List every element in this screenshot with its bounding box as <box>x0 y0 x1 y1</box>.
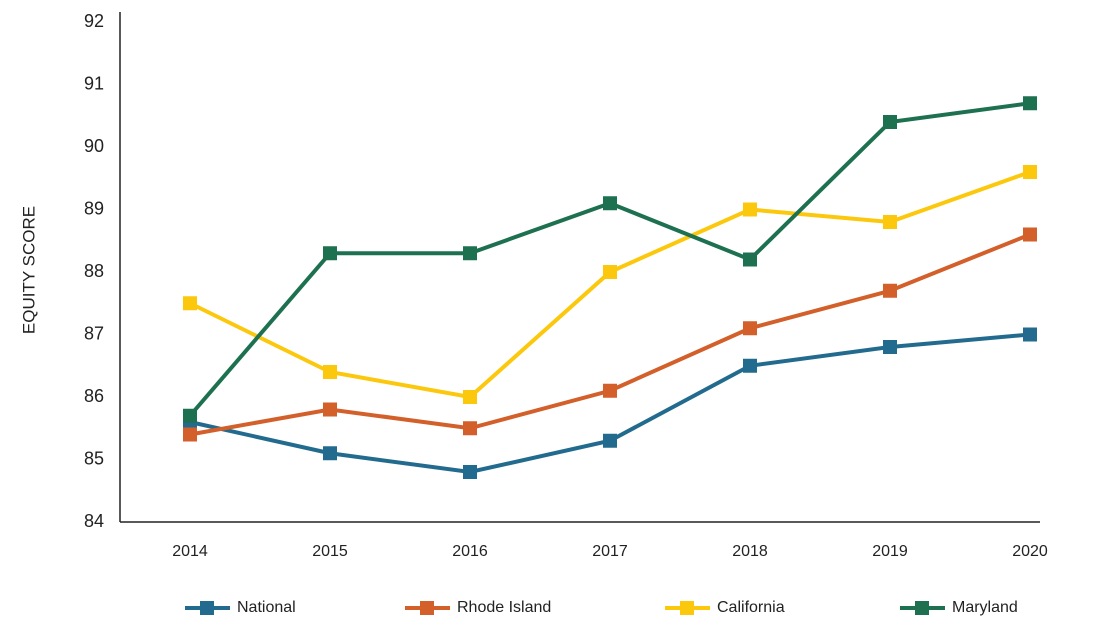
point-marker <box>603 383 617 398</box>
point-marker <box>883 115 897 129</box>
y-axis-label: EQUITY SCORE <box>19 206 38 334</box>
point-marker <box>323 246 337 261</box>
x-tick-label: 2017 <box>592 543 628 560</box>
point-marker <box>323 402 337 417</box>
y-tick-label: 91 <box>84 73 104 93</box>
y-tick-label: 92 <box>84 11 104 31</box>
point-marker <box>743 358 757 373</box>
series-line <box>189 232 1031 437</box>
point-marker <box>743 202 757 217</box>
y-tick-label: 86 <box>84 386 104 406</box>
x-tick-label: 2018 <box>732 543 768 560</box>
point-marker <box>743 321 757 336</box>
point-marker <box>463 390 477 404</box>
point-marker <box>1023 165 1037 179</box>
point-marker <box>1023 327 1037 342</box>
y-tick-label: 85 <box>84 448 104 468</box>
point-marker <box>463 421 477 436</box>
y-tick-label: 87 <box>84 323 104 343</box>
point-marker <box>183 427 197 442</box>
legend-label: California <box>717 599 785 616</box>
legend-marker <box>420 601 434 615</box>
y-tick-label: 84 <box>84 511 104 531</box>
point-marker <box>1023 227 1037 242</box>
series-line <box>188 101 1031 418</box>
point-marker <box>603 196 617 211</box>
y-tick-label: 88 <box>84 261 104 281</box>
y-tick-label: 90 <box>84 136 104 156</box>
point-marker <box>463 246 477 261</box>
point-marker <box>463 465 477 479</box>
point-marker <box>883 215 897 229</box>
point-marker <box>883 283 897 298</box>
series-line <box>189 332 1031 475</box>
x-tick-label: 2016 <box>452 543 488 560</box>
point-marker <box>1023 96 1037 111</box>
legend-marker <box>200 601 214 615</box>
x-tick-label: 2019 <box>872 543 908 560</box>
point-marker <box>183 408 197 423</box>
point-marker <box>323 365 337 379</box>
x-tick-label: 2020 <box>1012 543 1048 560</box>
point-marker <box>883 340 897 354</box>
point-marker <box>603 265 617 279</box>
legend-marker <box>680 601 694 615</box>
point-marker <box>323 446 337 461</box>
x-tick-label: 2014 <box>172 543 208 560</box>
point-marker <box>183 296 197 311</box>
legend-label: Rhode Island <box>457 599 551 616</box>
legend-marker <box>915 601 929 615</box>
point-marker <box>743 252 757 267</box>
x-tick-label: 2015 <box>312 543 348 560</box>
legend-label: National <box>237 599 296 616</box>
legend-label: Maryland <box>952 599 1018 616</box>
y-tick-label: 89 <box>84 198 104 218</box>
point-marker <box>603 433 617 448</box>
